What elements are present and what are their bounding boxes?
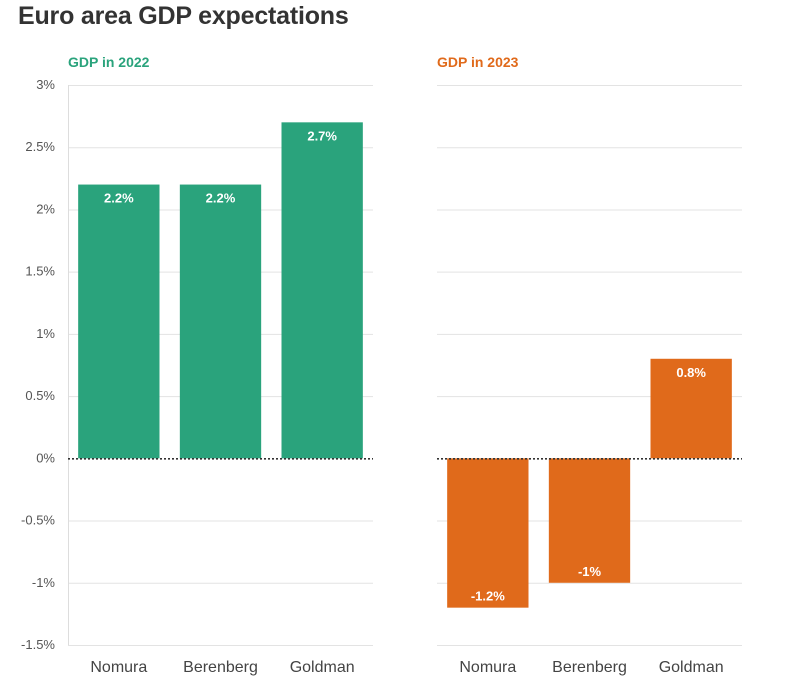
bar-2022-goldman: [281, 122, 363, 459]
y-tick-label: 0.5%: [25, 388, 55, 403]
y-tick-label: -0.5%: [21, 513, 55, 528]
y-tick-label: -1%: [32, 575, 56, 590]
panel-title-2022: GDP in 2022: [68, 54, 150, 70]
data-label: 0.8%: [676, 365, 706, 380]
x-tick-label: Berenberg: [183, 659, 258, 676]
panel-title-2023: GDP in 2023: [437, 54, 519, 70]
data-label: 2.7%: [307, 128, 337, 143]
x-tick-label: Goldman: [659, 659, 724, 676]
x-tick-label: Nomura: [90, 659, 147, 676]
bar-2023-berenberg: [548, 458, 631, 583]
y-tick-label: 2.5%: [25, 139, 55, 154]
y-tick-label: 2%: [36, 201, 55, 216]
bar-2023-goldman: [650, 358, 732, 459]
y-tick-label: 1%: [36, 326, 55, 341]
data-label: -1%: [578, 564, 602, 579]
bar-2022-berenberg: [179, 184, 262, 459]
bar-2022-nomura: [78, 184, 160, 459]
x-tick-label: Goldman: [290, 659, 355, 676]
y-tick-label: 0%: [36, 450, 55, 465]
chart-title: Euro area GDP expectations: [18, 2, 349, 30]
data-label: -1.2%: [471, 589, 505, 604]
y-tick-label: 3%: [36, 77, 55, 92]
data-label: 2.2%: [206, 191, 236, 206]
bar-2023-nomura: [447, 458, 529, 608]
y-tick-label: 1.5%: [25, 264, 55, 279]
y-tick-label: -1.5%: [21, 637, 55, 652]
x-tick-label: Nomura: [459, 659, 516, 676]
x-tick-label: Berenberg: [552, 659, 627, 676]
data-label: 2.2%: [104, 191, 134, 206]
